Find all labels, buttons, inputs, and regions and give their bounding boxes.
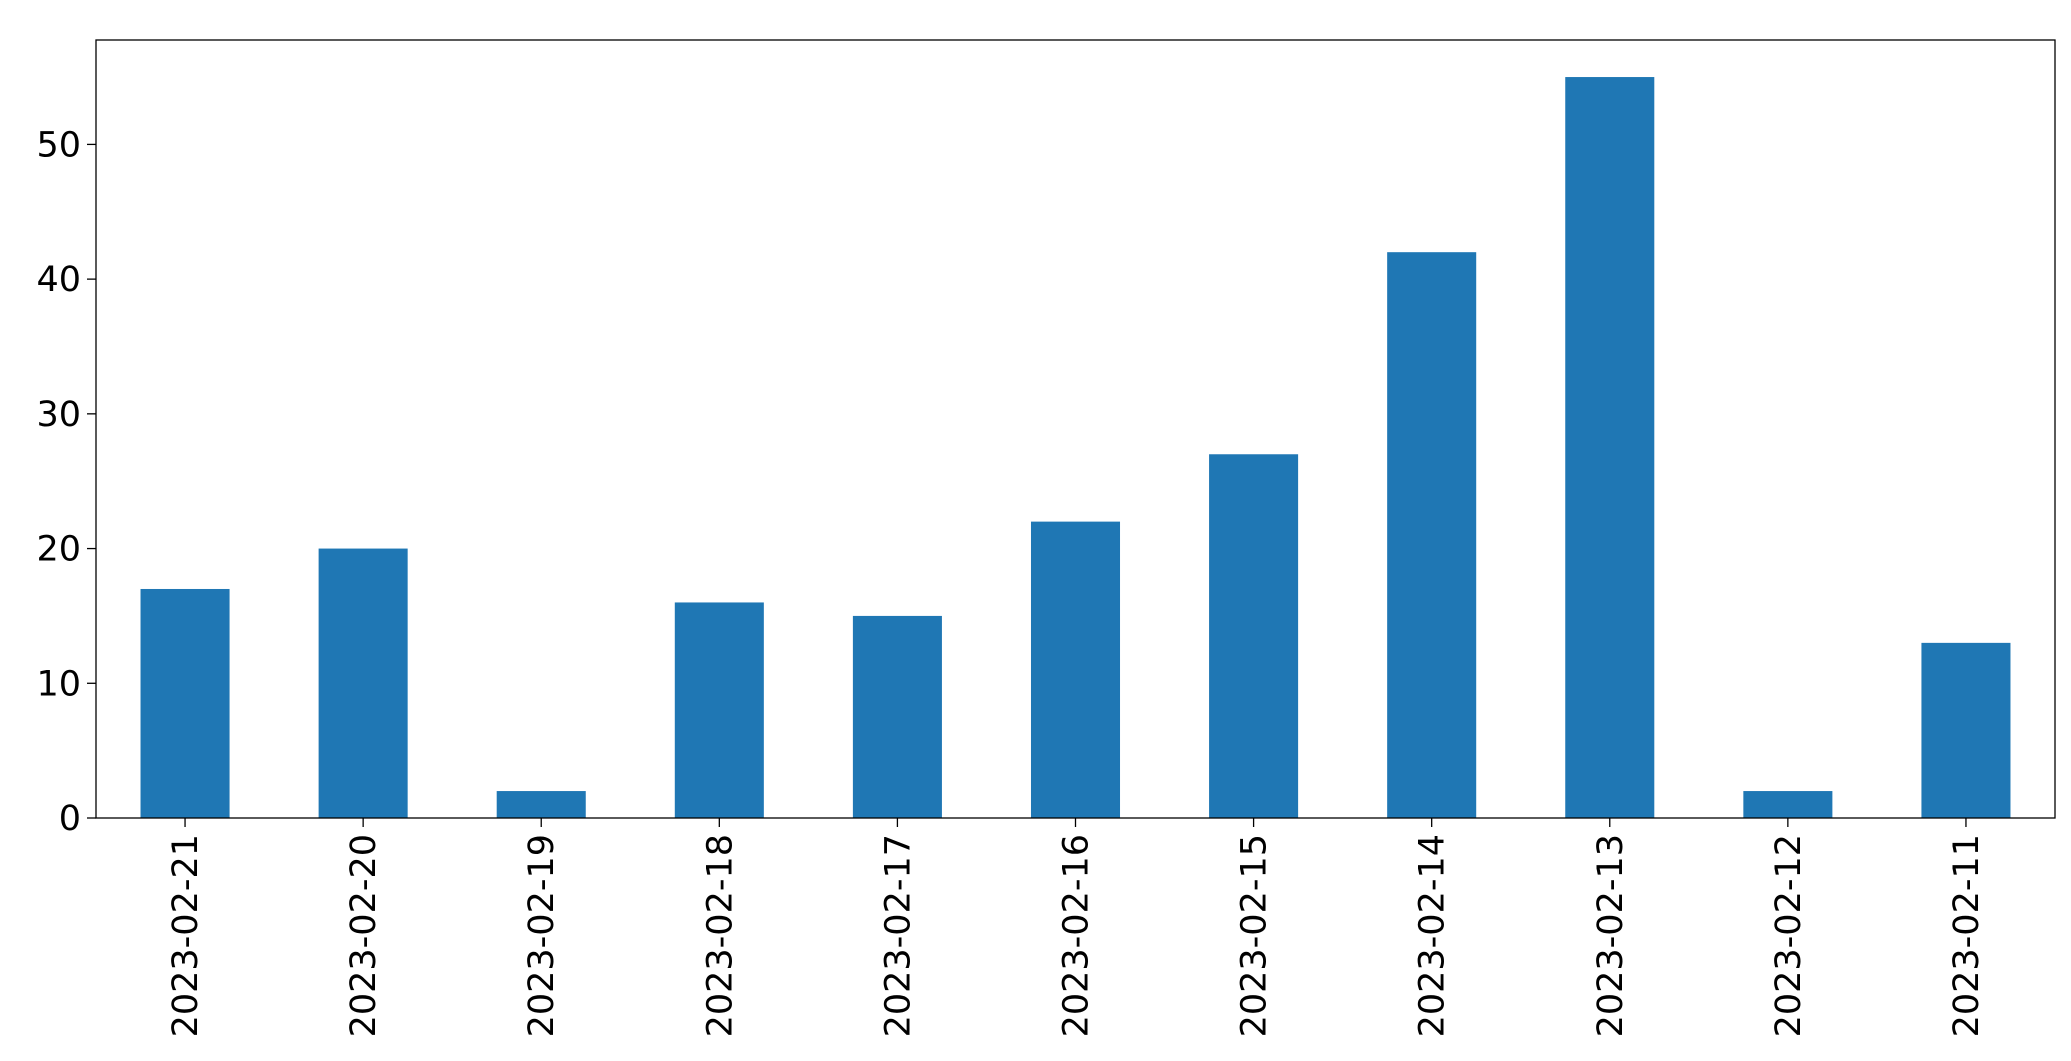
bar [1565,77,1655,819]
bar [1387,252,1477,818]
x-tick-label: 2023-02-14 [1413,834,1453,1037]
bar [140,588,230,818]
bar [318,548,408,818]
x-tick-label: 2023-02-18 [700,834,740,1037]
y-tick-label: 10 [36,664,81,704]
y-tick-label: 30 [36,395,81,435]
y-tick-label: 50 [36,125,81,165]
x-tick-label: 2023-02-17 [878,834,918,1037]
bar [1030,521,1121,818]
x-tick-label: 2023-02-13 [1591,834,1631,1037]
bar [674,602,764,818]
y-tick-label: 20 [36,530,81,570]
x-tick-label: 2023-02-20 [344,834,384,1037]
bar [1209,454,1299,818]
y-tick-label: 40 [36,260,81,300]
x-tick-label: 2023-02-21 [166,834,206,1037]
x-tick-label: 2023-02-16 [1057,834,1097,1037]
x-tick-label: 2023-02-19 [522,834,562,1037]
x-tick-label: 2023-02-11 [1947,834,1987,1037]
bar [496,791,586,818]
bar [1743,791,1833,818]
y-tick-label: 0 [59,799,81,839]
x-tick-label: 2023-02-12 [1769,834,1809,1037]
bar [852,615,942,818]
x-tick-label: 2023-02-15 [1235,834,1275,1037]
bar [1921,642,2011,818]
plot-frame [95,39,2056,819]
